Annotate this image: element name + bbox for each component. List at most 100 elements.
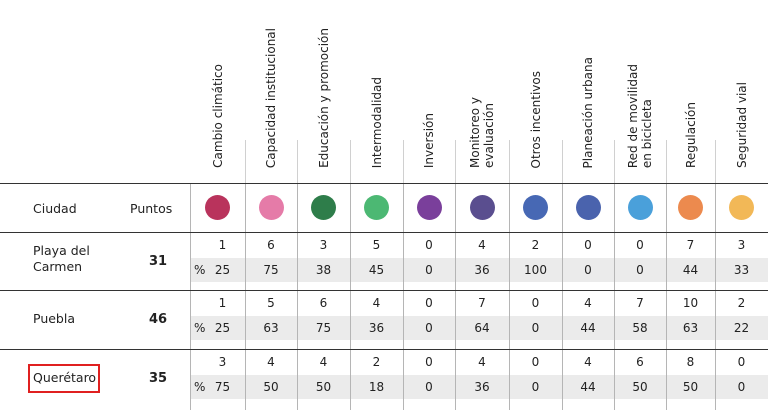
column-header-label: Regulación — [683, 102, 698, 168]
column-divider — [509, 140, 510, 183]
count-cell: 4 — [478, 355, 486, 369]
percent-cell: 0 — [425, 263, 433, 277]
percent-symbol: % — [194, 263, 206, 277]
percent-cell: 45 — [368, 263, 385, 277]
column-header: Cambio climático — [190, 0, 245, 182]
column-divider — [350, 140, 351, 183]
column-divider — [403, 183, 404, 410]
category-color-dot — [258, 195, 284, 220]
column-divider — [614, 183, 615, 410]
percent-cell: 44 — [682, 263, 699, 277]
count-cell: 3 — [319, 238, 328, 252]
column-divider — [297, 140, 298, 183]
count-cell: 0 — [584, 238, 592, 252]
column-divider — [666, 140, 667, 183]
percent-cell: 0 — [425, 380, 433, 394]
category-color-dot — [311, 195, 336, 220]
percent-cell: 50 — [315, 380, 332, 394]
column-divider — [509, 183, 510, 410]
count-cell: 6 — [319, 296, 328, 310]
count-cell: 6 — [636, 355, 644, 369]
percent-row-band — [190, 375, 768, 399]
city-points: 46 — [148, 312, 168, 327]
column-divider — [297, 183, 298, 410]
column-header-label: Seguridad vial — [734, 81, 749, 168]
percent-cell: 0 — [425, 321, 433, 335]
column-divider — [403, 140, 404, 183]
count-cell: 0 — [425, 355, 433, 369]
count-cell: 5 — [267, 296, 275, 310]
count-cell: 0 — [636, 238, 644, 252]
percent-cell: 25 — [214, 321, 231, 335]
count-cell: 0 — [531, 355, 540, 369]
column-header: Monitoreo y evaluación — [455, 0, 509, 182]
category-color-dot — [364, 195, 389, 220]
percent-cell: 75 — [214, 380, 231, 394]
count-cell: 4 — [319, 355, 328, 369]
count-cell: 5 — [372, 238, 381, 252]
percent-cell: 0 — [636, 263, 644, 277]
category-color-dot — [678, 195, 703, 220]
percent-cell: 50 — [263, 380, 279, 394]
count-cell: 4 — [584, 355, 592, 369]
column-divider — [190, 183, 191, 410]
count-cell: 0 — [425, 238, 433, 252]
column-divider — [666, 183, 667, 410]
percent-cell: 36 — [368, 321, 385, 335]
column-header: Seguridad vial — [715, 0, 768, 182]
category-color-dot — [469, 195, 495, 220]
count-cell: 7 — [686, 238, 695, 252]
percent-cell: 22 — [733, 321, 750, 335]
percent-cell: 75 — [315, 321, 332, 335]
count-cell: 4 — [267, 355, 275, 369]
count-cell: 1 — [218, 296, 227, 310]
column-divider — [715, 183, 716, 410]
column-header: Otros incentivos — [509, 0, 562, 182]
percent-cell: 36 — [474, 380, 490, 394]
city-name: Playa del Carmen — [33, 243, 90, 274]
column-header: Educación y promoción — [297, 0, 350, 182]
percent-symbol: % — [194, 321, 206, 335]
percent-cell: 0 — [737, 380, 746, 394]
column-divider — [350, 183, 351, 410]
count-cell: 4 — [372, 296, 381, 310]
count-cell: 3 — [737, 238, 746, 252]
percent-cell: 58 — [632, 321, 648, 335]
percent-cell: 50 — [682, 380, 699, 394]
column-divider — [455, 140, 456, 183]
column-header-label: Planeación urbana — [581, 56, 595, 168]
count-cell: 0 — [425, 296, 433, 310]
percent-cell: 44 — [580, 321, 596, 335]
percent-cell: 38 — [315, 263, 332, 277]
column-header-label: Capacidad institucional — [264, 27, 278, 168]
count-cell: 1 — [218, 238, 227, 252]
column-header: Regulación — [666, 0, 715, 182]
city-points: 31 — [148, 254, 168, 269]
column-header: Inversión — [403, 0, 455, 182]
category-color-dot — [523, 195, 548, 220]
column-header: Capacidad institucional — [245, 0, 297, 182]
count-cell: 2 — [737, 296, 746, 310]
percent-row-band — [190, 258, 768, 282]
percent-cell: 50 — [632, 380, 648, 394]
percent-cell: 0 — [584, 263, 592, 277]
count-cell: 8 — [686, 355, 695, 369]
row-divider — [0, 183, 768, 184]
count-cell: 2 — [531, 238, 540, 252]
column-header-label: Inversión — [422, 112, 436, 168]
percent-cell: 25 — [214, 263, 231, 277]
count-cell: 4 — [478, 238, 486, 252]
column-header-label: Intermodalidad — [369, 76, 384, 168]
percent-cell: 18 — [368, 380, 385, 394]
city-column-header: Ciudad — [33, 201, 77, 216]
column-divider — [614, 140, 615, 183]
column-divider — [455, 183, 456, 410]
category-color-dot — [729, 195, 754, 220]
column-divider — [245, 183, 246, 410]
row-divider — [0, 232, 768, 233]
percent-cell: 36 — [474, 263, 490, 277]
percent-row-band — [190, 316, 768, 340]
city-name: Puebla — [33, 311, 75, 326]
category-color-dot — [416, 195, 442, 220]
city-points: 35 — [148, 371, 168, 386]
